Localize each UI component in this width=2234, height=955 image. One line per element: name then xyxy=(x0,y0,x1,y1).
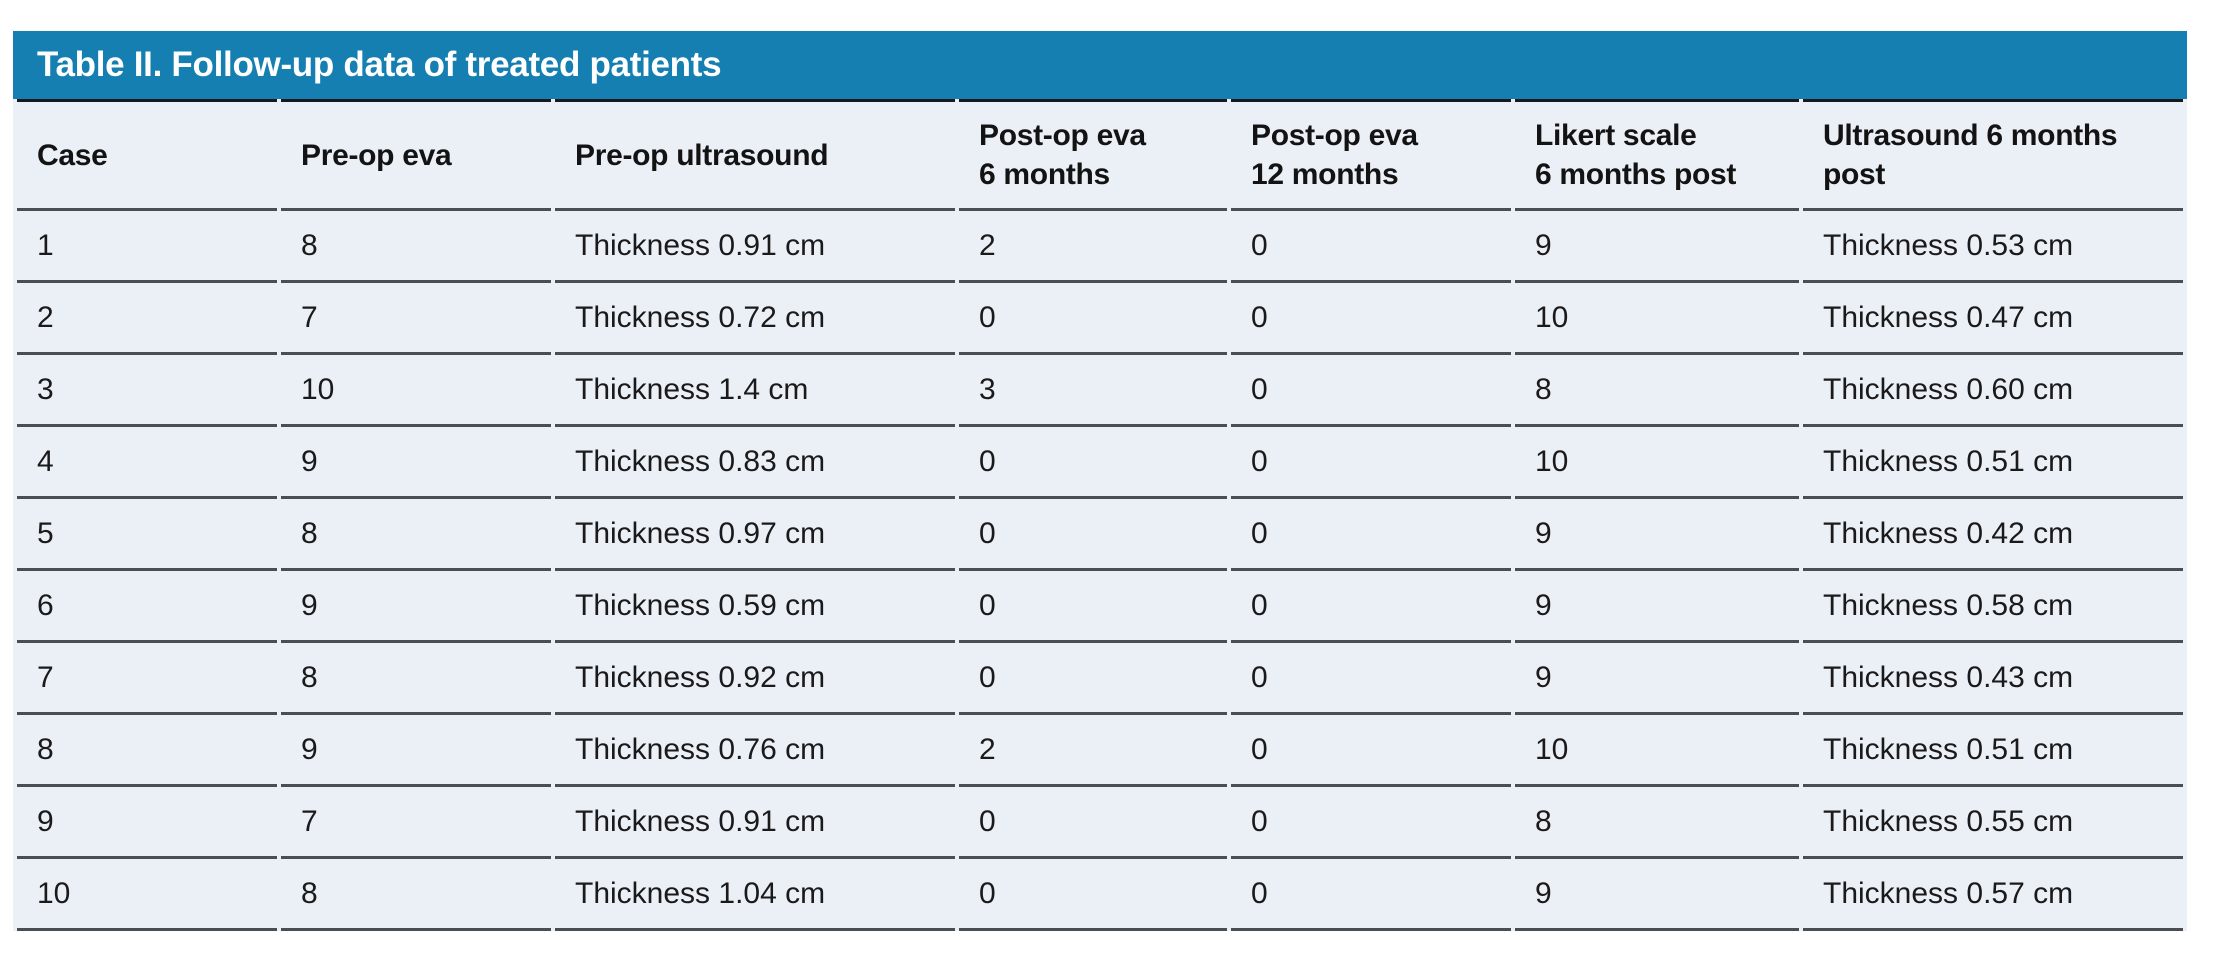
table-row: 2 7 Thickness 0.72 cm 0 0 10 Thickness 0.47 cm xyxy=(17,283,2183,355)
table-cell: 8 xyxy=(1515,787,1799,859)
table-row: 10 8 Thickness 1.04 cm 0 0 9 Thickness 0.57 cm xyxy=(17,859,2183,931)
column-header: Likert scale 6 months post xyxy=(1515,99,1799,211)
table-cell: 6 xyxy=(17,571,277,643)
table-cell: 7 xyxy=(281,283,551,355)
followup-data-table: Case Pre-op eva Pre-op ultrasound Post-op e… xyxy=(13,99,2187,931)
table-cell: 0 xyxy=(959,787,1227,859)
table-cell: 7 xyxy=(281,787,551,859)
table-cell: 8 xyxy=(281,643,551,715)
table-cell: Thickness 0.58 cm xyxy=(1803,571,2183,643)
table-row: 1 8 Thickness 0.91 cm 2 0 9 Thickness 0.53 cm xyxy=(17,211,2183,283)
table-cell: 9 xyxy=(1515,643,1799,715)
table-cell: 3 xyxy=(959,355,1227,427)
table-cell: Thickness 0.51 cm xyxy=(1803,427,2183,499)
table-cell: 0 xyxy=(1231,859,1511,931)
table-cell: 2 xyxy=(959,211,1227,283)
table-cell: Thickness 0.53 cm xyxy=(1803,211,2183,283)
column-header: Post-op eva 6 months xyxy=(959,99,1227,211)
column-header: Pre-op ultrasound xyxy=(555,99,955,211)
table-row: 7 8 Thickness 0.92 cm 0 0 9 Thickness 0.43 cm xyxy=(17,643,2183,715)
table-cell: 0 xyxy=(1231,499,1511,571)
table-cell: 9 xyxy=(1515,499,1799,571)
table-cell: 9 xyxy=(281,571,551,643)
table-cell: 0 xyxy=(959,643,1227,715)
table-cell: 8 xyxy=(281,499,551,571)
header-row: Case Pre-op eva Pre-op ultrasound Post-op e… xyxy=(17,99,2183,211)
table-cell: Thickness 0.47 cm xyxy=(1803,283,2183,355)
table-cell: 0 xyxy=(1231,787,1511,859)
table-row: 4 9 Thickness 0.83 cm 0 0 10 Thickness 0.51 cm xyxy=(17,427,2183,499)
table-cell: Thickness 0.72 cm xyxy=(555,283,955,355)
table-cell: 10 xyxy=(1515,283,1799,355)
table-cell: 10 xyxy=(17,859,277,931)
table-cell: Thickness 1.04 cm xyxy=(555,859,955,931)
table-row: 8 9 Thickness 0.76 cm 2 0 10 Thickness 0.51 cm xyxy=(17,715,2183,787)
table-cell: 2 xyxy=(17,283,277,355)
table-cell: 9 xyxy=(1515,571,1799,643)
table-cell: 3 xyxy=(17,355,277,427)
table-cell: Thickness 0.76 cm xyxy=(555,715,955,787)
column-header: Case xyxy=(17,99,277,211)
table-cell: 0 xyxy=(959,859,1227,931)
table-cell: 8 xyxy=(1515,355,1799,427)
table-cell: 0 xyxy=(1231,211,1511,283)
table-cell: Thickness 0.91 cm xyxy=(555,211,955,283)
table-row: 5 8 Thickness 0.97 cm 0 0 9 Thickness 0.42 cm xyxy=(17,499,2183,571)
table-cell: 0 xyxy=(1231,715,1511,787)
table-cell: 5 xyxy=(17,499,277,571)
column-header: Post-op eva 12 months xyxy=(1231,99,1511,211)
table-cell: Thickness 0.92 cm xyxy=(555,643,955,715)
table-cell: Thickness 0.43 cm xyxy=(1803,643,2183,715)
table-body: 1 8 Thickness 0.91 cm 2 0 9 Thickness 0.53 cm 2… xyxy=(17,211,2183,931)
table-cell: Thickness 0.97 cm xyxy=(555,499,955,571)
table-cell: 9 xyxy=(281,427,551,499)
table-cell: 0 xyxy=(1231,643,1511,715)
table-cell: 8 xyxy=(281,859,551,931)
followup-table: Table II. Follow-up data of treated pati… xyxy=(13,31,2187,931)
table-title-bar: Table II. Follow-up data of treated pati… xyxy=(13,31,2187,99)
table-title: Table II. Follow-up data of treated pati… xyxy=(37,45,722,84)
table-cell: Thickness 0.59 cm xyxy=(555,571,955,643)
table-row: 3 10 Thickness 1.4 cm 3 0 8 Thickness 0.60 cm xyxy=(17,355,2183,427)
column-header: Pre-op eva xyxy=(281,99,551,211)
table-cell: 0 xyxy=(959,427,1227,499)
column-header: Ultrasound 6 months post xyxy=(1803,99,2183,211)
table-cell: 0 xyxy=(1231,427,1511,499)
table-cell: 0 xyxy=(959,499,1227,571)
table-cell: Thickness 0.55 cm xyxy=(1803,787,2183,859)
table-cell: Thickness 0.60 cm xyxy=(1803,355,2183,427)
table-cell: 0 xyxy=(1231,283,1511,355)
table-cell: 10 xyxy=(281,355,551,427)
table-cell: Thickness 0.51 cm xyxy=(1803,715,2183,787)
table-cell: 9 xyxy=(1515,859,1799,931)
table-cell: Thickness 0.42 cm xyxy=(1803,499,2183,571)
table-cell: 2 xyxy=(959,715,1227,787)
table-cell: 0 xyxy=(959,571,1227,643)
table-cell: Thickness 1.4 cm xyxy=(555,355,955,427)
table-cell: 4 xyxy=(17,427,277,499)
table-cell: 8 xyxy=(281,211,551,283)
table-cell: 0 xyxy=(1231,571,1511,643)
table-cell: 9 xyxy=(1515,211,1799,283)
table-cell: 8 xyxy=(17,715,277,787)
table-cell: 0 xyxy=(959,283,1227,355)
table-cell: Thickness 0.91 cm xyxy=(555,787,955,859)
table-cell: Thickness 0.57 cm xyxy=(1803,859,2183,931)
table-cell: 10 xyxy=(1515,715,1799,787)
table-cell: 9 xyxy=(17,787,277,859)
table-cell: 10 xyxy=(1515,427,1799,499)
table-cell: Thickness 0.83 cm xyxy=(555,427,955,499)
table-cell: 1 xyxy=(17,211,277,283)
table-cell: 9 xyxy=(281,715,551,787)
table-cell: 0 xyxy=(1231,355,1511,427)
table-cell: 7 xyxy=(17,643,277,715)
table-row: 6 9 Thickness 0.59 cm 0 0 9 Thickness 0.58 cm xyxy=(17,571,2183,643)
table-row: 9 7 Thickness 0.91 cm 0 0 8 Thickness 0.55 cm xyxy=(17,787,2183,859)
